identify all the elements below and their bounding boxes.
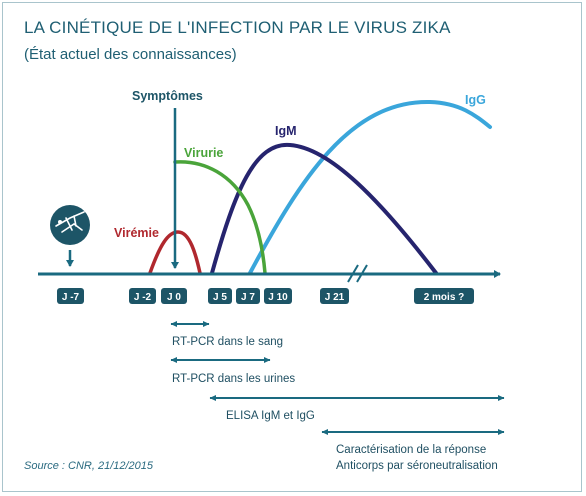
tick-j5: J 5 bbox=[208, 288, 232, 304]
svg-text:J -7: J -7 bbox=[62, 292, 80, 303]
label-rtpcr-sang: RT-PCR dans le sang bbox=[172, 336, 283, 348]
label-caract-line2: Anticorps par séroneutralisation bbox=[336, 460, 498, 472]
label-symptomes: Symptômes bbox=[132, 89, 203, 103]
igg-curve bbox=[248, 99, 492, 275]
label-rtpcr-urines: RT-PCR dans les urines bbox=[172, 373, 295, 385]
svg-text:J -2: J -2 bbox=[134, 292, 152, 303]
tick-jm7: J -7 bbox=[57, 288, 84, 304]
svg-text:J 21: J 21 bbox=[325, 292, 345, 303]
label-elisa: ELISA IgM et IgG bbox=[226, 410, 315, 422]
label-virurie: Virurie bbox=[184, 146, 223, 160]
source-note: Source : CNR, 21/12/2015 bbox=[24, 460, 154, 472]
virurie-curve bbox=[173, 160, 267, 275]
svg-text:2 mois ?: 2 mois ? bbox=[424, 292, 465, 303]
mosquito-icon bbox=[50, 205, 90, 245]
label-caract-line1: Caractérisation de la réponse bbox=[336, 444, 486, 456]
igm-curve bbox=[210, 142, 438, 275]
svg-text:J 5: J 5 bbox=[213, 292, 227, 303]
figure-frame bbox=[2, 2, 582, 492]
axis-break bbox=[347, 264, 368, 283]
tick-j10: J 10 bbox=[264, 288, 292, 304]
viremie-curve bbox=[148, 230, 202, 275]
svg-text:J 0: J 0 bbox=[167, 292, 181, 303]
svg-text:J 10: J 10 bbox=[268, 292, 288, 303]
label-igm: IgM bbox=[275, 124, 297, 138]
tick-j0: J 0 bbox=[161, 288, 187, 304]
page-title: LA CINÉTIQUE DE L'INFECTION PAR LE VIRUS… bbox=[24, 18, 451, 37]
tick-2mois: 2 mois ? bbox=[414, 288, 474, 304]
tick-j21: J 21 bbox=[320, 288, 349, 304]
tick-jm2: J -2 bbox=[129, 288, 156, 304]
svg-text:J 7: J 7 bbox=[241, 292, 255, 303]
tick-j7: J 7 bbox=[236, 288, 260, 304]
page-subtitle: (État actuel des connaissances) bbox=[24, 46, 237, 63]
label-igg: IgG bbox=[465, 93, 486, 107]
label-viremie: Virémie bbox=[114, 226, 159, 240]
